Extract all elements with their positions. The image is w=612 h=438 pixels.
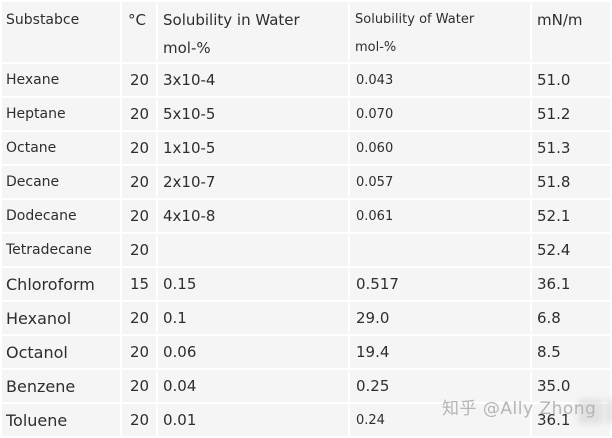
cell-temperature: 20 — [122, 200, 156, 232]
table-row: Chloroform 15 0.15 0.517 36.1 — [2, 268, 610, 300]
cell-substance: Benzene — [2, 370, 120, 402]
col-header-solubility-in-water-line2: mol-% — [163, 39, 211, 57]
table-row: Hexanol 20 0.1 29.0 6.8 — [2, 302, 610, 334]
col-header-solubility-of-water-line1: Solubility of Water — [355, 12, 475, 27]
cell-solubility-of-water: 0.25 — [350, 370, 530, 402]
cell-substance: Hexanol — [2, 302, 120, 334]
cell-temperature: 20 — [122, 302, 156, 334]
table-row: Toluene 20 0.01 0.24 36.1 — [2, 404, 610, 436]
cell-solubility-in-water: 2x10-7 — [158, 166, 348, 198]
cell-solubility-of-water: 0.061 — [350, 200, 530, 232]
cell-solubility-of-water: 0.043 — [350, 64, 530, 96]
cell-solubility-of-water — [350, 234, 530, 266]
cell-temperature: 20 — [122, 404, 156, 436]
cell-temperature: 20 — [122, 166, 156, 198]
cell-solubility-of-water: 0.070 — [350, 98, 530, 130]
cell-temperature: 20 — [122, 132, 156, 164]
table-row: Dodecane 20 4x10-8 0.061 52.1 — [2, 200, 610, 232]
cell-substance: Chloroform — [2, 268, 120, 300]
cell-surface-tension: 52.1 — [532, 200, 610, 232]
cell-temperature: 20 — [122, 64, 156, 96]
cell-solubility-in-water: 0.1 — [158, 302, 348, 334]
cell-solubility-of-water: 0.057 — [350, 166, 530, 198]
table-body: Hexane 20 3x10-4 0.043 51.0 Heptane 20 5x10-5 0.… — [2, 64, 610, 436]
cell-substance: Heptane — [2, 98, 120, 130]
cell-solubility-in-water: 3x10-4 — [158, 64, 348, 96]
cell-substance: Hexane — [2, 64, 120, 96]
cell-solubility-in-water — [158, 234, 348, 266]
table-header-row: Substabce °C Solubility in Water mol-% S… — [2, 2, 610, 62]
col-header-substance: Substabce — [2, 2, 120, 62]
table-row: Decane 20 2x10-7 0.057 51.8 — [2, 166, 610, 198]
col-header-solubility-in-water-line1: Solubility in Water — [163, 11, 300, 29]
cell-solubility-of-water: 29.0 — [350, 302, 530, 334]
cell-substance: Octanol — [2, 336, 120, 368]
cell-solubility-in-water: 5x10-5 — [158, 98, 348, 130]
cell-solubility-in-water: 0.04 — [158, 370, 348, 402]
cell-surface-tension: 35.0 — [532, 370, 610, 402]
cell-solubility-of-water: 0.24 — [350, 404, 530, 436]
cell-surface-tension: 36.1 — [532, 268, 610, 300]
cell-temperature: 15 — [122, 268, 156, 300]
cell-surface-tension: 51.2 — [532, 98, 610, 130]
table-row: Benzene 20 0.04 0.25 35.0 — [2, 370, 610, 402]
cell-substance: Decane — [2, 166, 120, 198]
cell-solubility-in-water: 0.15 — [158, 268, 348, 300]
col-header-solubility-of-water-line2: mol-% — [355, 40, 397, 55]
cell-surface-tension: 6.8 — [532, 302, 610, 334]
cell-solubility-in-water: 0.06 — [158, 336, 348, 368]
cell-solubility-of-water: 0.517 — [350, 268, 530, 300]
cell-substance: Toluene — [2, 404, 120, 436]
col-header-solubility-of-water: Solubility of Water mol-% — [350, 2, 530, 62]
cell-solubility-in-water: 4x10-8 — [158, 200, 348, 232]
table-row: Heptane 20 5x10-5 0.070 51.2 — [2, 98, 610, 130]
cell-temperature: 20 — [122, 234, 156, 266]
cell-surface-tension: 52.4 — [532, 234, 610, 266]
cell-solubility-of-water: 0.060 — [350, 132, 530, 164]
cell-temperature: 20 — [122, 98, 156, 130]
cell-solubility-in-water: 0.01 — [158, 404, 348, 436]
cell-surface-tension: 8.5 — [532, 336, 610, 368]
table-row: Tetradecane 20 52.4 — [2, 234, 610, 266]
col-header-solubility-in-water: Solubility in Water mol-% — [158, 2, 348, 62]
cell-surface-tension: 51.3 — [532, 132, 610, 164]
cell-surface-tension: 51.0 — [532, 64, 610, 96]
cell-substance: Dodecane — [2, 200, 120, 232]
cell-substance: Tetradecane — [2, 234, 120, 266]
cell-solubility-in-water: 1x10-5 — [158, 132, 348, 164]
table-row: Octane 20 1x10-5 0.060 51.3 — [2, 132, 610, 164]
cell-surface-tension: 51.8 — [532, 166, 610, 198]
table-row: Hexane 20 3x10-4 0.043 51.0 — [2, 64, 610, 96]
table-row: Octanol 20 0.06 19.4 8.5 — [2, 336, 610, 368]
cell-solubility-of-water: 19.4 — [350, 336, 530, 368]
cell-temperature: 20 — [122, 370, 156, 402]
cell-temperature: 20 — [122, 336, 156, 368]
cell-surface-tension: 36.1 — [532, 404, 610, 436]
col-header-temperature: °C — [122, 2, 156, 62]
cell-substance: Octane — [2, 132, 120, 164]
col-header-surface-tension: mN/m — [532, 2, 610, 62]
